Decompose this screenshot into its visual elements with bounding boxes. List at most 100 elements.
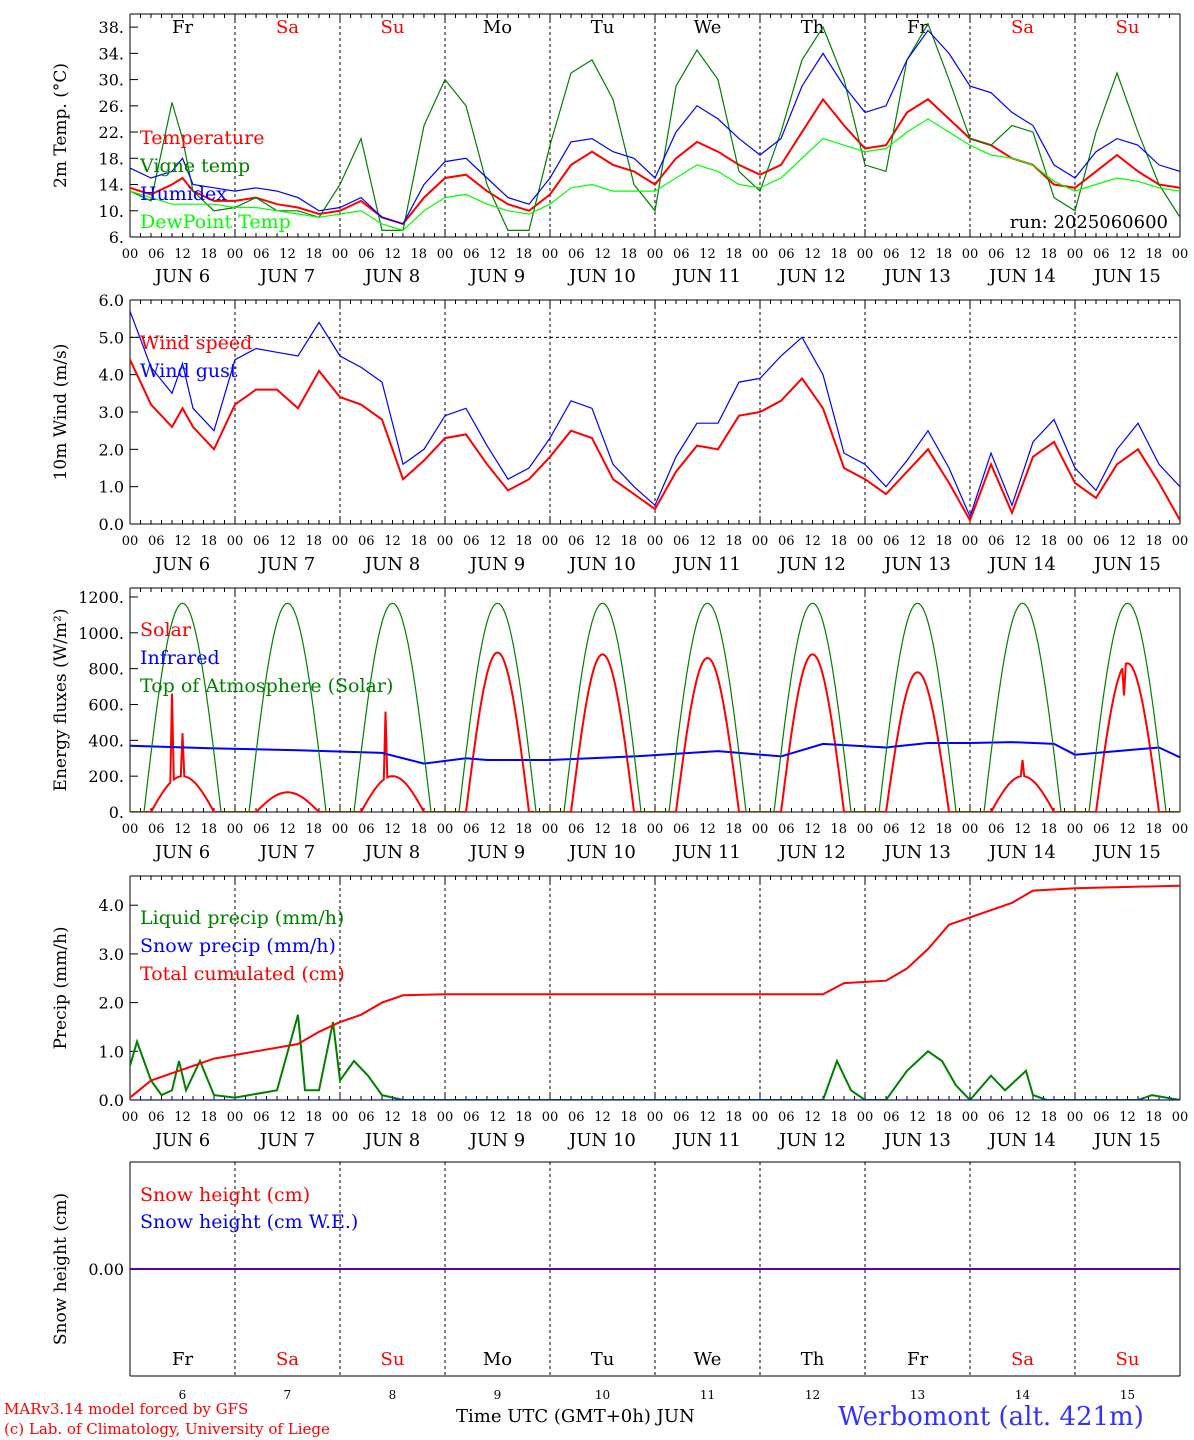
date-label: JUN 6 xyxy=(153,554,210,575)
date-label: JUN 6 xyxy=(153,266,210,287)
series-line-total-cumulated-cm- xyxy=(130,884,1180,1099)
y-tick-label: 10. xyxy=(99,202,124,221)
legend-entry: Solar xyxy=(140,619,192,641)
hour-tick-label: 06 xyxy=(463,822,480,837)
y-tick-label: 2.0 xyxy=(99,440,124,459)
hour-tick-label: 12 xyxy=(1119,822,1136,837)
hour-tick-label: 00 xyxy=(962,534,979,549)
hour-tick-label: 12 xyxy=(909,822,926,837)
date-label: JUN 14 xyxy=(987,554,1056,575)
series-line-vigne-temp xyxy=(130,22,1180,231)
hour-tick-label: 12 xyxy=(174,1110,191,1125)
hour-tick-label: 00 xyxy=(857,822,874,837)
hour-tick-label: 00 xyxy=(437,534,454,549)
hour-tick-label: 00 xyxy=(227,1110,244,1125)
hour-tick-label: 06 xyxy=(148,1110,165,1125)
hour-tick-label: 18 xyxy=(1145,534,1162,549)
date-label: JUN 7 xyxy=(258,554,315,575)
hour-tick-label: 12 xyxy=(594,822,611,837)
date-label: JUN 9 xyxy=(468,1130,525,1151)
weekday-label: Th xyxy=(801,1349,825,1370)
date-label: JUN 11 xyxy=(672,554,741,575)
date-label: JUN 7 xyxy=(258,842,315,863)
series-line-top-of-atmosphere-solar- xyxy=(130,602,1180,812)
hour-tick-label: 18 xyxy=(305,822,322,837)
date-label: JUN 13 xyxy=(882,1130,951,1151)
hour-tick-label: 18 xyxy=(1145,822,1162,837)
hour-tick-label: 00 xyxy=(1172,1110,1189,1125)
weekday-label: Su xyxy=(1116,17,1140,38)
y-tick-label: 6.0 xyxy=(99,291,124,310)
hour-tick-label: 06 xyxy=(778,1110,795,1125)
y-tick-label: 38. xyxy=(99,18,124,37)
date-label: JUN 10 xyxy=(567,1130,636,1151)
weekday-label: Fr xyxy=(172,1349,193,1370)
date-label: JUN 13 xyxy=(882,266,951,287)
weekday-label: Sa xyxy=(1011,1349,1034,1370)
hour-tick-label: 06 xyxy=(148,247,165,262)
station-name: Werbomont (alt. 421m) xyxy=(838,1402,1144,1432)
date-label: JUN 9 xyxy=(468,266,525,287)
legend-entry: Snow precip (mm/h) xyxy=(140,935,336,957)
hour-tick-label: 06 xyxy=(1093,822,1110,837)
hour-tick-label: 00 xyxy=(647,822,664,837)
hour-tick-label: 06 xyxy=(673,247,690,262)
model-credit: MARv3.14 model forced by GFS xyxy=(4,1400,249,1418)
hour-tick-label: 06 xyxy=(883,534,900,549)
date-label: JUN 6 xyxy=(153,1130,210,1151)
date-label: JUN 12 xyxy=(777,554,846,575)
hour-tick-label: 00 xyxy=(437,247,454,262)
y-tick-label: 34. xyxy=(99,44,124,63)
legend-entry: Infrared xyxy=(140,647,220,669)
series-group xyxy=(130,310,1180,523)
hour-tick-label: 18 xyxy=(830,534,847,549)
weekday-label: Su xyxy=(381,17,405,38)
hour-tick-label: 06 xyxy=(1093,1110,1110,1125)
hour-tick-label: 12 xyxy=(489,1110,506,1125)
legend-entry: Total cumulated (cm) xyxy=(140,963,345,985)
y-axis-label: Snow height (cm) xyxy=(51,1193,71,1345)
hour-tick-label: 00 xyxy=(752,822,769,837)
hour-tick-label: 12 xyxy=(909,534,926,549)
hour-tick-label: 18 xyxy=(410,534,427,549)
y-tick-label: 200. xyxy=(88,767,124,786)
hour-tick-label: 18 xyxy=(1040,534,1057,549)
hour-tick-label: 18 xyxy=(515,822,532,837)
run-annotation: run: 2025060600 xyxy=(1010,212,1168,233)
hour-tick-label: 12 xyxy=(804,1110,821,1125)
panel-precip: 0.0 1.0 2.0 3.0 4.0 Precip (mm/h) 00 06 12 18 JUN … xyxy=(51,875,1189,1151)
day-number-label: 9 xyxy=(494,1388,502,1402)
hour-tick-label: 18 xyxy=(725,1110,742,1125)
weekday-label: Fr xyxy=(907,1349,928,1370)
hour-tick-label: 06 xyxy=(988,1110,1005,1125)
hour-tick-label: 06 xyxy=(463,1110,480,1125)
weekday-label: Su xyxy=(1116,1349,1140,1370)
hour-tick-label: 18 xyxy=(1040,247,1057,262)
hour-tick-label: 18 xyxy=(830,1110,847,1125)
hour-tick-label: 12 xyxy=(1014,822,1031,837)
lab-credit: (c) Lab. of Climatology, University of L… xyxy=(4,1420,330,1438)
hour-tick-label: 12 xyxy=(699,822,716,837)
date-label: JUN 14 xyxy=(987,842,1056,863)
hour-tick-label: 18 xyxy=(725,822,742,837)
hour-tick-label: 00 xyxy=(1172,247,1189,262)
series-line-liquid-precip-mm-h- xyxy=(130,1014,1180,1100)
legend-entry: Snow height (cm W.E.) xyxy=(140,1211,358,1233)
hour-tick-label: 00 xyxy=(542,822,559,837)
hour-tick-label: 06 xyxy=(253,822,270,837)
legend-entry: Wind speed xyxy=(140,332,252,354)
hour-tick-label: 18 xyxy=(305,247,322,262)
hour-tick-label: 12 xyxy=(804,822,821,837)
date-label: JUN 15 xyxy=(1092,1130,1161,1151)
series-group xyxy=(130,22,1180,232)
hour-tick-label: 00 xyxy=(332,534,349,549)
hour-tick-label: 18 xyxy=(515,534,532,549)
date-label: JUN 8 xyxy=(363,842,420,863)
hour-tick-label: 00 xyxy=(647,247,664,262)
y-tick-label: 30. xyxy=(99,71,124,90)
panel-temp: 6. 10. 14. 18. 22. 26. 30. 34. 38. 2m Temp. (°C) 0… xyxy=(51,13,1189,287)
hour-tick-label: 06 xyxy=(1093,247,1110,262)
y-tick-label: 1000. xyxy=(78,624,124,643)
hour-tick-label: 18 xyxy=(305,1110,322,1125)
